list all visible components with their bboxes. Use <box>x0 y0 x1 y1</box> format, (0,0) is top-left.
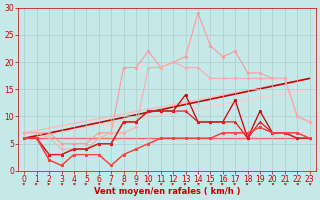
X-axis label: Vent moyen/en rafales ( km/h ): Vent moyen/en rafales ( km/h ) <box>94 187 240 196</box>
